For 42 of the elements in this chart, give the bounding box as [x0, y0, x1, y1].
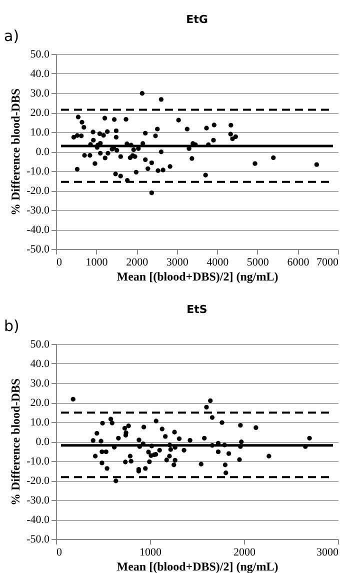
- text: b): [4, 317, 20, 335]
- y-tick-label: -10.0: [26, 456, 50, 468]
- y-tick-label: -20.0: [26, 185, 50, 197]
- x-tick-label: 0: [56, 256, 62, 268]
- x-tick-label: 3000: [166, 256, 189, 268]
- y-axis-title: % Difference blood-DBS: [8, 378, 23, 506]
- x-tick-label: 0: [56, 546, 62, 558]
- x-tick-label: 1000: [86, 256, 108, 268]
- x-tick-label: 2000: [234, 546, 256, 558]
- y-tick-label: 10.0: [30, 416, 50, 428]
- x-tick-label: 3000: [316, 546, 339, 558]
- text: a): [4, 27, 20, 45]
- y-tick-label: 0.0: [36, 146, 50, 158]
- x-tick-label: 2000: [126, 256, 149, 268]
- y-tick-label: -30.0: [26, 204, 50, 216]
- x-tick-label: 4000: [206, 256, 230, 268]
- chart-title: EtS: [186, 303, 208, 316]
- x-tick-label: 6000: [287, 256, 310, 268]
- y-tick-label: -50.0: [26, 534, 50, 546]
- y-tick-label: 20.0: [30, 397, 50, 409]
- y-tick-label: 50.0: [30, 48, 50, 60]
- x-tick-label: 5000: [246, 256, 270, 268]
- y-tick-label: -30.0: [26, 494, 50, 506]
- y-tick-label: 20.0: [30, 107, 50, 119]
- y-tick-label: 40.0: [30, 68, 50, 80]
- x-axis-title: Mean [(blood+DBS)/2] (ng/mL): [116, 560, 278, 573]
- y-axis-title: % Difference blood-DBS: [8, 88, 23, 216]
- y-tick-label: -20.0: [26, 475, 50, 487]
- y-tick-label: -50.0: [26, 244, 50, 256]
- y-tick-label: -40.0: [26, 224, 50, 236]
- y-tick-label: 10.0: [30, 126, 50, 138]
- y-tick-label: 30.0: [30, 378, 50, 390]
- x-tick-label: 1000: [140, 546, 162, 558]
- y-tick-label: -10.0: [26, 166, 50, 178]
- y-tick-label: -40.0: [26, 514, 50, 526]
- x-tick-label: 7000: [316, 256, 339, 268]
- x-axis-title: Mean [(blood+DBS)/2] (ng/mL): [116, 270, 278, 284]
- y-tick-label: 50.0: [30, 338, 50, 350]
- chart-title: EtG: [186, 13, 208, 26]
- y-tick-label: 0.0: [36, 436, 50, 448]
- y-tick-label: 30.0: [30, 88, 50, 100]
- y-tick-label: 40.0: [30, 358, 50, 370]
